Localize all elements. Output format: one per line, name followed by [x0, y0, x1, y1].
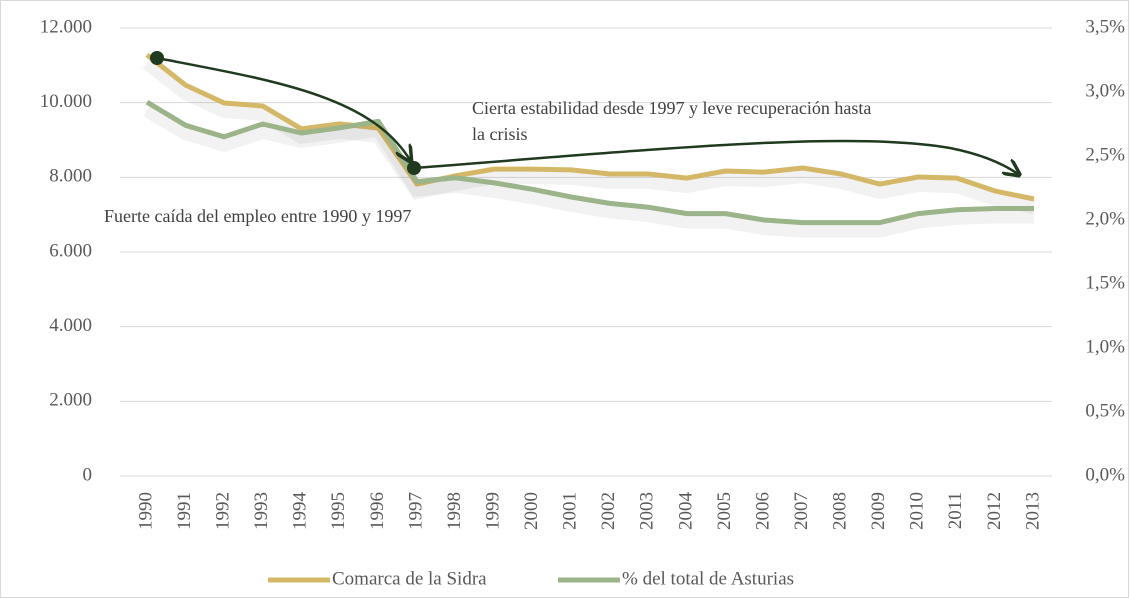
- x-tick-label: 2010: [907, 492, 928, 530]
- x-tick-label: 1999: [482, 492, 503, 530]
- series-line: [145, 52, 1035, 202]
- x-tick-label: 2001: [560, 492, 581, 530]
- y2-tick-label: 0,0%: [1085, 464, 1125, 485]
- x-tick-label: 2009: [868, 492, 889, 530]
- arrow: [156, 56, 410, 160]
- annotation: Cierta estabilidad desde 1997 y leve rec…: [472, 98, 871, 118]
- x-tick-label: 2011: [945, 492, 966, 529]
- y2-tick-label: 3,0%: [1085, 80, 1125, 101]
- y-tick-label: 10.000: [40, 91, 92, 112]
- lines: [142, 52, 1036, 238]
- y-tick-label: 4.000: [49, 315, 92, 336]
- y-tick-label: 0: [83, 464, 93, 485]
- arrow: [413, 139, 1018, 174]
- x-tick-label: 2005: [714, 492, 735, 530]
- annotation: Fuerte caída del empleo entre 1990 y 199…: [104, 206, 411, 226]
- y2-tick-label: 0,5%: [1085, 400, 1125, 421]
- x-tick-label: 2002: [598, 492, 619, 530]
- x-tick-label: 2000: [521, 492, 542, 530]
- y-tick-label: 6.000: [49, 240, 92, 261]
- x-tick-label: 1990: [135, 492, 156, 530]
- x-tick-label: 1996: [367, 492, 388, 530]
- x-tick-label: 1991: [174, 492, 195, 530]
- grid: [120, 27, 1052, 477]
- annotation: la crisis: [472, 124, 528, 144]
- x-tick-label: 1992: [212, 492, 233, 530]
- x-tick-label: 2013: [1022, 492, 1043, 530]
- x-tick-label: 1994: [290, 492, 311, 531]
- series-line: [145, 100, 1034, 226]
- x-tick-label: 1993: [251, 492, 272, 530]
- x-tick-label: 1998: [444, 492, 465, 530]
- y-tick-label: 8.000: [49, 166, 92, 187]
- y2-tick-label: 3,5%: [1085, 16, 1125, 37]
- x-tick-label: 2007: [791, 492, 812, 530]
- y-tick-label: 2.000: [49, 390, 92, 411]
- x-tick-label: 2003: [637, 492, 658, 530]
- y2-tick-label: 2,0%: [1085, 208, 1125, 229]
- x-tick-label: 1997: [405, 492, 426, 530]
- y2-tick-label: 1,5%: [1085, 272, 1125, 293]
- x-tick-label: 2006: [752, 492, 773, 530]
- annotation-dot: [407, 161, 421, 175]
- y-tick-label: 12.000: [40, 16, 92, 37]
- y2-tick-label: 1,0%: [1085, 336, 1125, 357]
- annotation-dot: [150, 51, 164, 65]
- x-tick-label: 1995: [328, 492, 349, 530]
- shadow: [143, 104, 1034, 238]
- legend-label: % del total de Asturias: [622, 568, 794, 589]
- x-tick-label: 2008: [830, 492, 851, 530]
- legend-label: Comarca de la Sidra: [332, 568, 487, 589]
- x-tick-label: 2004: [675, 492, 696, 531]
- y2-tick-label: 2,5%: [1085, 144, 1125, 165]
- x-tick-label: 2012: [984, 492, 1005, 530]
